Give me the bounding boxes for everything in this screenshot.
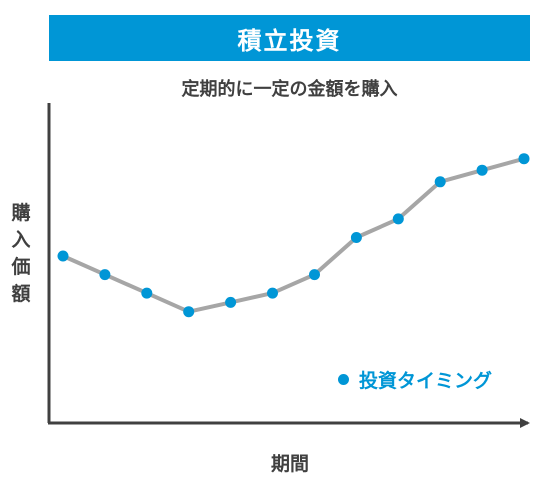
data-point <box>57 250 69 262</box>
chart-title: 積立投資 <box>237 26 342 55</box>
series-line <box>62 156 525 314</box>
chart-subtitle: 定期的に一定の金額を購入 <box>181 79 398 100</box>
data-point <box>141 287 153 299</box>
legend-marker <box>338 374 349 385</box>
data-point <box>267 287 278 299</box>
legend-label: 投資タイミング <box>359 370 493 392</box>
y-axis-label: 購入価額 <box>11 202 31 305</box>
data-point <box>476 164 488 176</box>
data-point <box>309 269 320 281</box>
chart-title-bar: 積立投資 <box>49 15 530 61</box>
x-axis-label: 期間 <box>270 453 309 475</box>
data-point <box>392 213 404 225</box>
data-point <box>183 306 195 318</box>
data-point <box>434 176 446 188</box>
axes <box>47 103 530 428</box>
series-layer <box>57 153 530 318</box>
data-point <box>99 269 111 281</box>
legend: 投資タイミング <box>338 366 492 393</box>
data-point <box>518 153 530 165</box>
data-point <box>350 232 362 243</box>
data-point <box>225 296 237 308</box>
